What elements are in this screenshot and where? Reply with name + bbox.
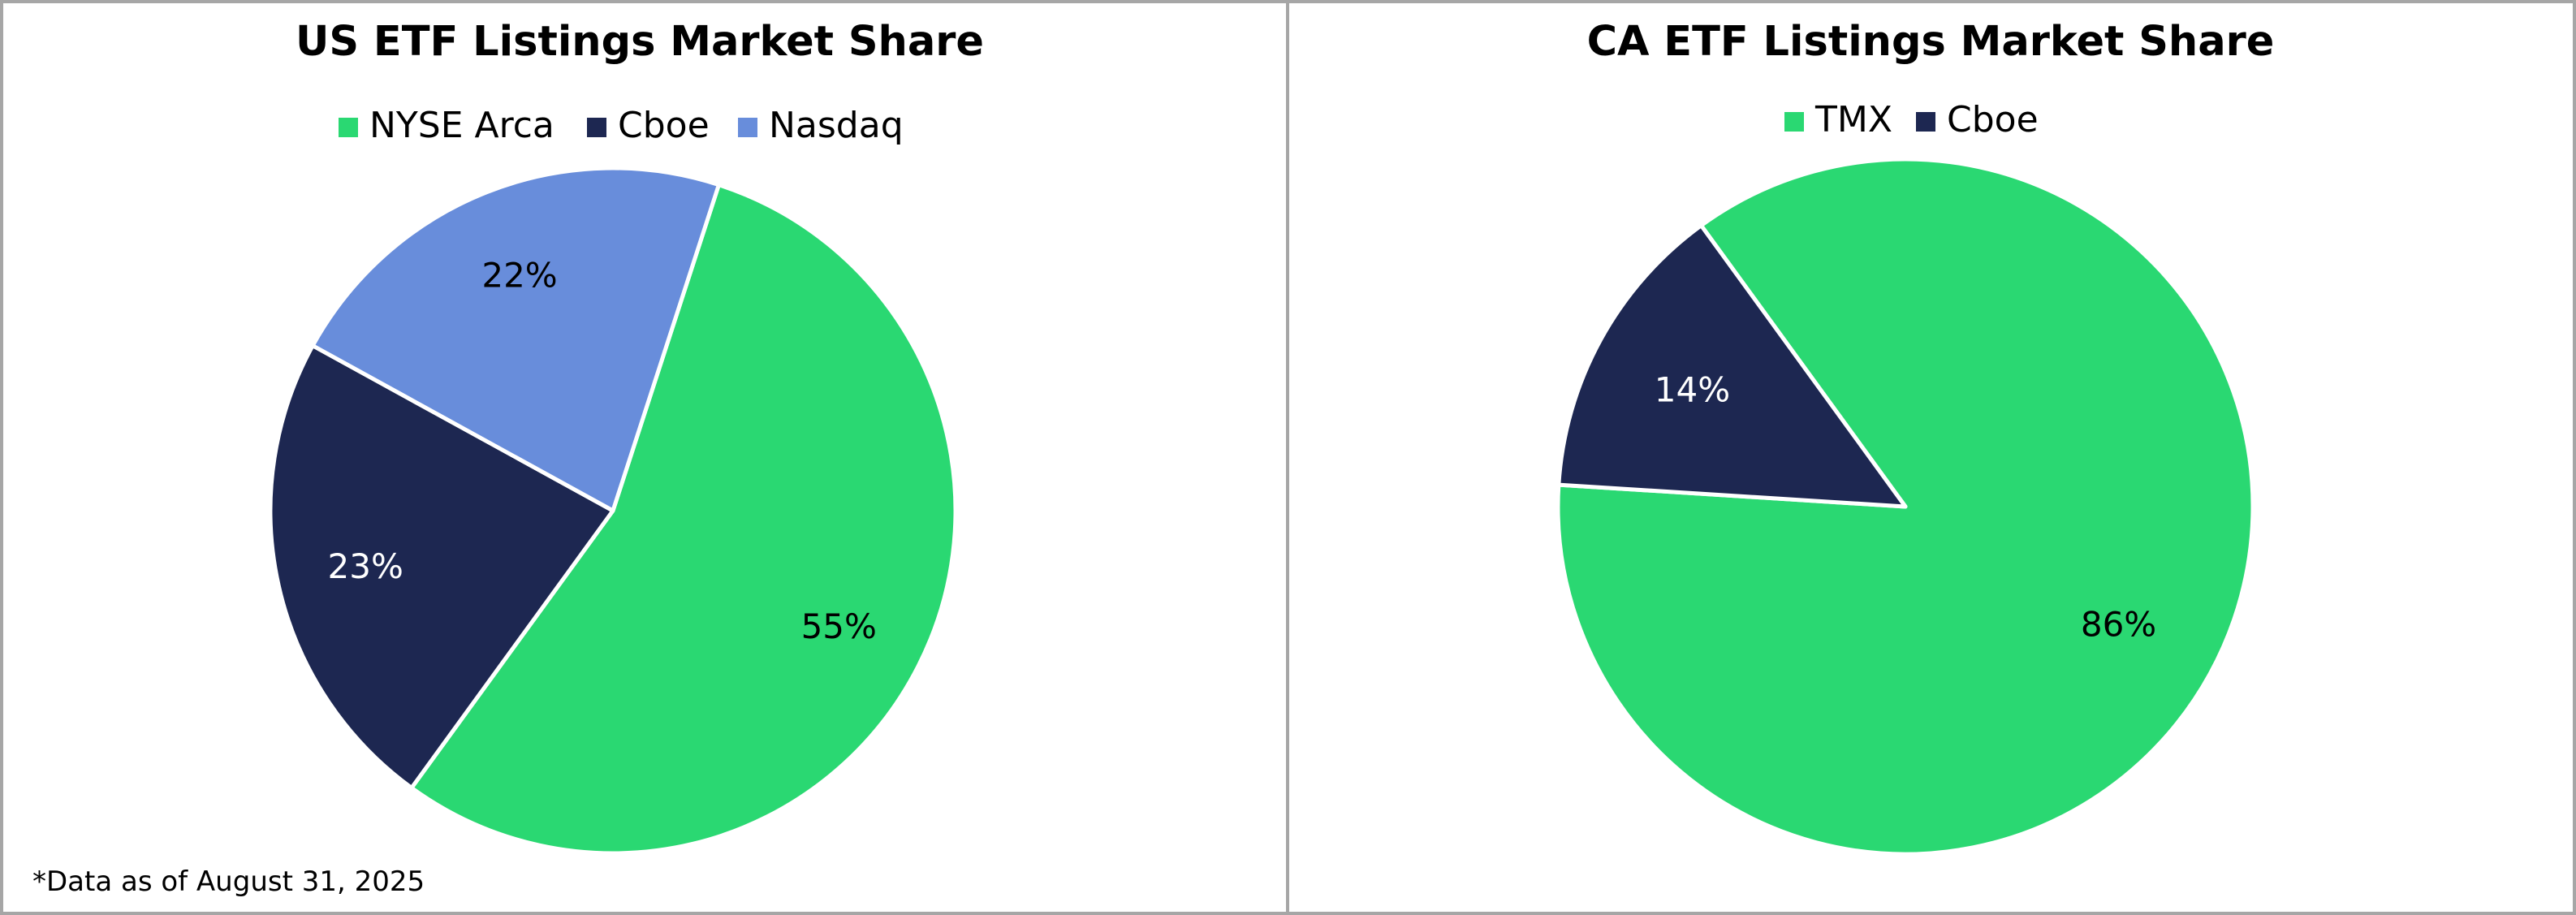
data-date-footnote: *Data as of August 31, 2025 [32, 865, 425, 898]
us-pie-slices [268, 166, 958, 856]
ca-slice-cboe [1556, 223, 1908, 509]
ca-chart-title: CA ETF Listings Market Share [1587, 18, 2275, 66]
us-chart-title: US ETF Listings Market Share [296, 18, 984, 66]
ca-legend-swatch-tmx [1784, 112, 1804, 132]
us-pie-chart: US ETF Listings Market Share NYSE Arca Cb… [268, 18, 984, 856]
us-chart-panel: US ETF Listings Market Share NYSE Arca Cb… [0, 0, 1289, 915]
us-data-label-nyse-arca: 55% [801, 606, 877, 646]
ca-pie-slices [1556, 157, 2255, 857]
us-data-labels: 55% 23% 22% [328, 256, 877, 646]
us-legend-swatch-nyse-arca [339, 118, 358, 137]
us-slice-cboe [268, 343, 615, 790]
ca-legend-swatch-cboe [1916, 112, 1935, 132]
ca-data-labels: 86% 14% [1655, 370, 2156, 645]
ca-legend-label-tmx: TMX [1814, 99, 1892, 140]
ca-chart-legend: TMX Cboe [1784, 99, 2039, 140]
us-legend-label-cboe: Cboe [618, 105, 710, 146]
us-data-label-nasdaq: 22% [481, 256, 557, 296]
us-legend-swatch-nasdaq [738, 118, 757, 137]
us-legend-label-nyse-arca: NYSE Arca [369, 105, 554, 146]
us-legend-label-nasdaq: Nasdaq [769, 105, 904, 146]
ca-data-label-tmx: 86% [2081, 604, 2156, 644]
us-slice-nyse-arca [409, 183, 958, 856]
ca-chart-panel: CA ETF Listings Market Share TMX Cboe 86%… [1286, 0, 2576, 915]
us-slice-nasdaq [310, 166, 721, 513]
us-legend-swatch-cboe [587, 118, 606, 137]
us-chart-legend: NYSE Arca Cboe Nasdaq [339, 105, 904, 146]
ca-data-label-cboe: 14% [1655, 370, 1730, 410]
ca-legend-label-cboe: Cboe [1947, 99, 2039, 140]
us-data-label-cboe: 23% [328, 546, 403, 586]
ca-pie-chart: CA ETF Listings Market Share TMX Cboe 86%… [1556, 18, 2275, 857]
